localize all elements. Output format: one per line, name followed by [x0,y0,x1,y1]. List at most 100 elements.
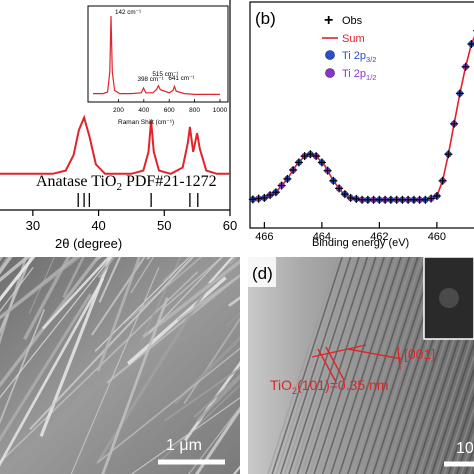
nanofiber [95,281,212,465]
nanofiber [0,257,113,399]
lattice-fringe [330,257,402,474]
nanofiber [70,267,160,474]
x-tick-label: 30 [26,218,40,233]
nanofiber [97,347,240,463]
raman-x-tick-label: 200 [113,107,124,114]
x-axis-label: 2θ (degree) [55,236,122,251]
nanofiber [126,276,227,365]
nanofiber [62,257,85,298]
panel-label-d-box [248,257,276,287]
xps-x-tick-label: 464 [313,231,331,243]
lattice-fringe [426,327,474,474]
xps-chart: (b) 466 464 462 460 + Obs Sum Ti 2p3/2 Ti 2… [248,1,474,249]
nanofiber [0,309,46,425]
raman-x-tick-label: 600 [164,107,175,114]
lattice-fringe [321,257,394,474]
raman-peak-label: 515 cm⁻¹ [152,71,178,78]
nanofiber [106,275,239,384]
nanofiber [130,257,155,294]
lattice-fringe [439,366,474,474]
xrd-chart: 30 40 50 60 Anatase TiO2 PDF#21-1272 2θ (de… [0,0,237,251]
raman-x-tick-label: 1000 [213,107,228,114]
panel-label-b: (b) [255,9,276,28]
nanofiber [0,293,92,442]
obs-point [283,174,292,183]
nanofiber [183,317,240,404]
x-tick-label: 50 [157,218,171,233]
lattice-fringe [422,314,474,474]
obs-point [317,158,326,167]
xps-legend: + Obs Sum Ti 2p3/2 Ti 2p1/2 [322,12,376,82]
lattice-fringe [447,392,474,474]
nanofiber [161,257,224,311]
raman-x-tick-label: 400 [138,107,149,114]
nanofiber [0,257,79,320]
hrtem-image: (d) [001] TiO2(101)=0.35 nm 10 [248,257,474,474]
nanofiber [0,257,28,345]
lattice-fringe [431,340,474,474]
lattice-fringe [317,257,390,474]
lattice-fringe [351,257,423,474]
nanofiber [130,397,240,474]
legend-ti12-label: Ti 2p1/2 [342,68,376,82]
nanofiber [96,257,141,372]
nanofiber [98,257,122,303]
raman-peak-label: 142 cm⁻¹ [115,9,141,16]
nanofiber [0,257,33,335]
raman-x-tick-label: 800 [189,107,200,114]
obs-point [455,89,464,98]
obs-point [300,152,309,161]
lattice-fringe [456,418,474,474]
lattice-fringe [284,257,356,474]
xps-frame [249,1,474,229]
legend-obs-label: Obs [342,15,363,27]
nanofiber [187,406,240,474]
obs-point [432,192,441,200]
lattice-fringe [271,257,343,474]
xrd-panel: 30 40 50 60 Anatase TiO2 PDF#21-1272 2θ (de… [0,0,240,252]
raman-series-line [93,15,220,95]
obs-point [260,193,269,202]
x-tick-label: 60 [223,218,237,233]
nanofiber [0,257,31,283]
obs-point [461,62,470,71]
lattice-fringe [305,257,377,474]
hrtem-image-panel: (d) [001] TiO2(101)=0.35 nm 10 [248,257,474,474]
obs-point [335,184,344,193]
nanofiber [91,257,146,336]
xrd-series-line [0,114,230,175]
lattice-fringe [275,257,348,474]
nanofiber [23,257,71,341]
lattice-fringe [355,257,427,474]
reference-label: Anatase TiO2 PDF#21-1272 [36,173,217,193]
lattice-fringe [338,257,411,474]
obs-point [340,190,349,199]
lattice-fringe [326,257,398,474]
lattice-fringe [296,257,369,474]
panel-label-d: (d) [252,264,273,283]
lattice-fringe [292,257,364,474]
obs-point [444,150,453,159]
xps-x-tick-label: 466 [255,231,273,243]
lattice-fringe [443,379,474,474]
xps-panel: (b) 466 464 462 460 + Obs Sum Ti 2p3/2 Ti 2… [242,0,474,252]
nanofiber [196,375,240,422]
obs-point [421,195,430,204]
obs-point [306,150,315,159]
legend-ti12-marker [325,68,335,78]
nanofiber [194,406,240,474]
direction-annotation: [001] [404,346,435,362]
lattice-fringe [279,257,352,474]
raman-peak-label: 398 cm⁻¹ [138,76,164,83]
obs-point [467,40,474,48]
legend-obs-marker: + [324,12,333,29]
nanofiber [101,297,169,474]
obs-point [266,191,275,200]
lattice-fringe [288,257,360,474]
obs-point [277,181,286,190]
nanofiber [41,257,111,330]
nanofiber [28,257,55,315]
lattice-fringe [334,257,406,474]
nanofiber [140,257,182,342]
nanofiber [94,257,191,352]
